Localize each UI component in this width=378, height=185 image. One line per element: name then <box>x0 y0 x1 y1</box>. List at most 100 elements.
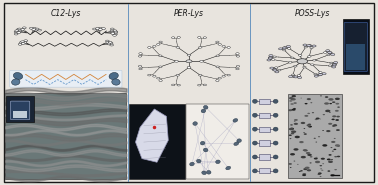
Circle shape <box>297 164 299 165</box>
Circle shape <box>98 29 102 31</box>
Circle shape <box>289 128 294 130</box>
Circle shape <box>334 138 336 139</box>
Circle shape <box>310 162 311 163</box>
Circle shape <box>302 173 306 175</box>
Circle shape <box>216 66 219 68</box>
Ellipse shape <box>253 141 257 145</box>
Circle shape <box>320 95 322 96</box>
Ellipse shape <box>203 148 208 152</box>
Circle shape <box>172 37 175 38</box>
Circle shape <box>304 149 308 152</box>
Circle shape <box>289 61 292 63</box>
Ellipse shape <box>216 160 220 164</box>
Circle shape <box>138 65 142 67</box>
Circle shape <box>93 28 96 30</box>
Ellipse shape <box>237 139 242 142</box>
Circle shape <box>302 122 304 123</box>
Circle shape <box>314 138 316 139</box>
Circle shape <box>279 48 283 50</box>
Circle shape <box>304 133 307 135</box>
Circle shape <box>14 33 18 35</box>
Circle shape <box>316 117 320 120</box>
Ellipse shape <box>273 141 278 145</box>
FancyBboxPatch shape <box>344 22 367 72</box>
Circle shape <box>332 66 336 68</box>
Circle shape <box>303 66 306 68</box>
Circle shape <box>273 69 277 71</box>
Circle shape <box>293 102 297 104</box>
Circle shape <box>268 57 273 59</box>
Circle shape <box>318 136 320 137</box>
Circle shape <box>148 74 151 76</box>
Circle shape <box>314 158 318 159</box>
Circle shape <box>337 156 340 157</box>
Circle shape <box>308 45 312 47</box>
Circle shape <box>308 124 311 125</box>
Circle shape <box>105 40 109 42</box>
Circle shape <box>159 66 162 68</box>
Circle shape <box>187 54 191 56</box>
Circle shape <box>333 149 336 150</box>
Circle shape <box>21 41 25 43</box>
Circle shape <box>328 98 333 101</box>
Circle shape <box>294 123 298 125</box>
Circle shape <box>216 41 219 43</box>
Ellipse shape <box>273 99 278 103</box>
Ellipse shape <box>253 127 257 131</box>
Circle shape <box>156 77 160 79</box>
Circle shape <box>310 47 313 49</box>
Circle shape <box>328 51 332 53</box>
Circle shape <box>335 110 339 112</box>
Ellipse shape <box>233 119 238 122</box>
Bar <box>288 94 342 178</box>
Circle shape <box>288 75 293 78</box>
Circle shape <box>328 65 332 67</box>
Circle shape <box>290 138 291 139</box>
Circle shape <box>269 55 273 57</box>
Bar <box>259 140 270 146</box>
Circle shape <box>21 43 25 44</box>
Bar <box>346 44 365 70</box>
Circle shape <box>289 134 292 136</box>
Bar <box>259 127 270 132</box>
Bar <box>259 99 270 104</box>
Circle shape <box>293 148 299 151</box>
Circle shape <box>324 102 329 105</box>
Circle shape <box>111 32 115 33</box>
Circle shape <box>322 144 327 147</box>
Bar <box>5 92 127 179</box>
Circle shape <box>314 119 318 120</box>
Bar <box>259 168 270 174</box>
Circle shape <box>332 63 336 65</box>
Circle shape <box>34 29 38 31</box>
Circle shape <box>304 128 305 129</box>
Circle shape <box>331 53 335 56</box>
Circle shape <box>203 84 206 86</box>
Circle shape <box>323 114 325 115</box>
Circle shape <box>96 29 100 31</box>
FancyBboxPatch shape <box>10 70 122 87</box>
Circle shape <box>111 33 115 34</box>
Circle shape <box>303 168 307 170</box>
Circle shape <box>102 28 105 30</box>
Circle shape <box>282 47 287 49</box>
Ellipse shape <box>202 171 206 175</box>
Circle shape <box>322 130 324 131</box>
Circle shape <box>332 119 335 120</box>
Circle shape <box>218 43 222 45</box>
Circle shape <box>327 170 330 172</box>
Circle shape <box>283 47 287 49</box>
Circle shape <box>322 73 326 75</box>
Circle shape <box>268 57 272 59</box>
Circle shape <box>114 31 118 33</box>
Circle shape <box>156 43 160 45</box>
Circle shape <box>14 31 18 33</box>
Ellipse shape <box>253 155 257 159</box>
Circle shape <box>33 28 36 29</box>
Circle shape <box>22 27 26 29</box>
Circle shape <box>291 130 296 133</box>
Circle shape <box>35 28 39 30</box>
Circle shape <box>289 100 292 102</box>
Circle shape <box>153 46 156 47</box>
Circle shape <box>200 60 203 62</box>
